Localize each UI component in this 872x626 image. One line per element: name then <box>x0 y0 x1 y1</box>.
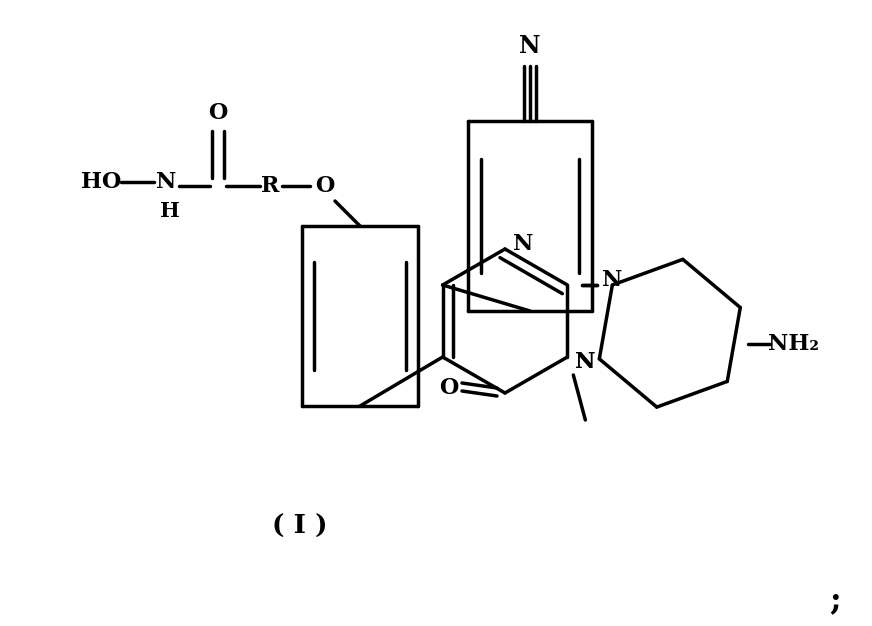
Text: N: N <box>603 269 623 291</box>
Text: NH₂: NH₂ <box>767 334 819 356</box>
Text: O: O <box>316 175 335 197</box>
Text: N: N <box>576 351 596 373</box>
Text: HO: HO <box>81 171 121 193</box>
Text: ( I ): ( I ) <box>272 513 328 538</box>
Text: O: O <box>208 102 228 124</box>
Text: N: N <box>156 171 176 193</box>
Text: O: O <box>439 377 459 399</box>
Text: N: N <box>519 34 541 58</box>
Text: H: H <box>160 201 180 221</box>
Text: N: N <box>513 233 533 255</box>
Text: ;: ; <box>829 585 841 617</box>
Text: N: N <box>576 351 596 373</box>
Text: R: R <box>261 175 279 197</box>
